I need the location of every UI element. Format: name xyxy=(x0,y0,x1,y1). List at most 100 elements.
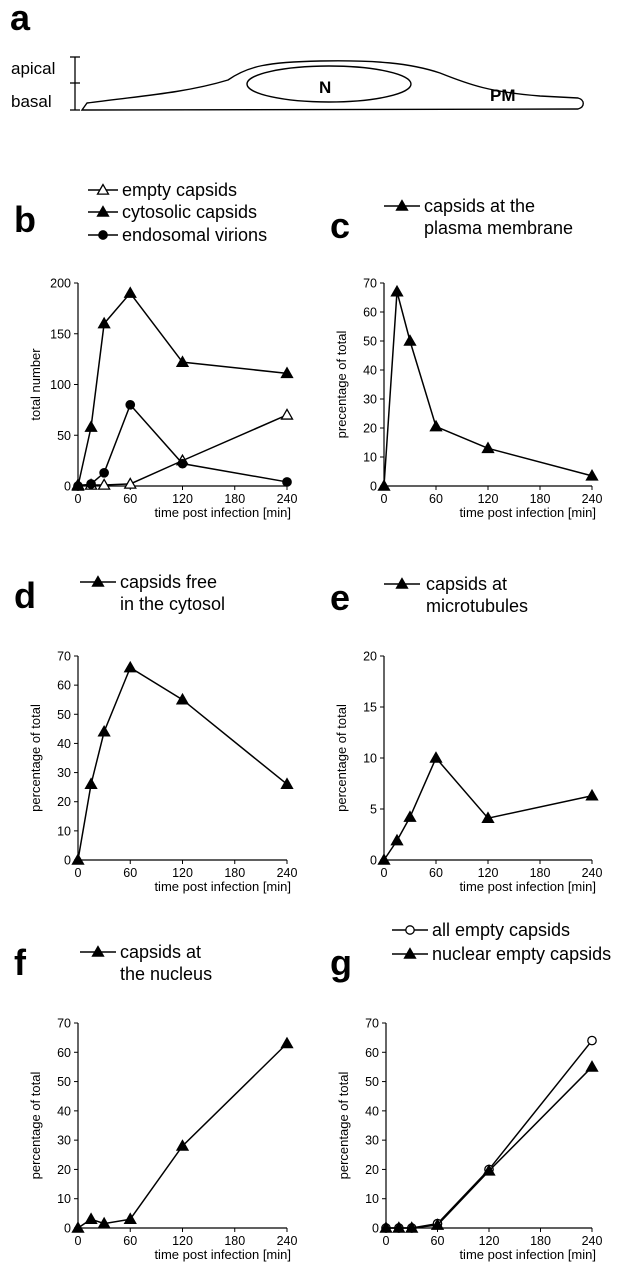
data-point xyxy=(97,478,111,490)
data-point xyxy=(392,1221,406,1233)
nucleus-outline xyxy=(246,65,412,103)
x-tick-label: 0 xyxy=(75,866,82,880)
y-tick-label: 15 xyxy=(363,701,377,715)
x-tick-label: 180 xyxy=(224,1234,245,1248)
y-tick-label: 60 xyxy=(57,679,71,693)
y-tick-label: 70 xyxy=(365,1017,379,1031)
plasma-membrane-label: PM xyxy=(490,86,516,105)
series-line-0 xyxy=(386,1040,593,1229)
legend-label: all empty capsids xyxy=(432,920,570,940)
cell-outline xyxy=(80,60,584,111)
data-point xyxy=(280,777,294,790)
legend-marker-2 xyxy=(98,230,108,240)
legend-marker-0 xyxy=(91,945,105,957)
x-tick-label: 0 xyxy=(75,1234,82,1248)
data-point xyxy=(585,469,599,481)
series-line-0 xyxy=(78,414,288,486)
data-point xyxy=(175,1139,190,1151)
x-tick-label: 180 xyxy=(224,866,245,880)
data-point xyxy=(84,1212,98,1224)
y-tick-label: 150 xyxy=(50,327,71,341)
y-tick-label: 0 xyxy=(370,480,377,494)
x-tick-label: 180 xyxy=(224,492,245,506)
legend-marker-0 xyxy=(395,577,409,589)
y-tick-label: 10 xyxy=(57,1192,71,1206)
legend-marker-0 xyxy=(91,575,105,587)
x-tick-label: 120 xyxy=(478,492,499,506)
series-line-0 xyxy=(77,1042,288,1229)
data-point xyxy=(282,477,292,487)
x-tick-label: 120 xyxy=(172,492,193,506)
data-point xyxy=(390,284,404,297)
y-tick-label: 0 xyxy=(64,480,71,494)
data-point xyxy=(177,458,188,469)
legend-label: capsids at xyxy=(120,942,201,962)
data-point xyxy=(585,1060,599,1072)
data-point xyxy=(280,1036,294,1049)
data-point xyxy=(587,1035,597,1046)
x-tick-label: 180 xyxy=(530,1234,551,1248)
data-point xyxy=(482,1164,496,1176)
data-point xyxy=(84,777,98,790)
y-tick-label: 20 xyxy=(363,650,377,664)
y-tick-label: 10 xyxy=(57,824,71,838)
legend-label: plasma membrane xyxy=(424,218,573,238)
y-tick-label: 50 xyxy=(365,1075,379,1089)
x-tick-label: 180 xyxy=(530,492,551,506)
y-tick-label: 40 xyxy=(365,1104,379,1118)
y-tick-label: 0 xyxy=(370,854,377,868)
y-tick-label: 5 xyxy=(370,803,377,817)
legend-label: empty capsids xyxy=(122,180,237,200)
data-point xyxy=(379,1221,393,1233)
data-point xyxy=(123,477,137,489)
series-line-0 xyxy=(77,666,288,861)
y-tick-label: 50 xyxy=(363,335,377,349)
x-tick-label: 0 xyxy=(381,866,388,880)
x-tick-label: 120 xyxy=(172,1234,193,1248)
x-tick-label: 60 xyxy=(123,492,137,506)
x-tick-label: 0 xyxy=(383,1234,390,1248)
x-tick-label: 240 xyxy=(582,492,603,506)
y-tick-label: 20 xyxy=(57,795,71,809)
x-tick-label: 240 xyxy=(582,866,603,880)
data-point xyxy=(403,334,417,346)
legend-marker-0 xyxy=(405,925,415,935)
x-tick-label: 180 xyxy=(530,866,551,880)
y-tick-label: 60 xyxy=(363,306,377,320)
data-point xyxy=(175,692,190,705)
apical-basal-bracket xyxy=(70,56,80,111)
data-point xyxy=(84,420,98,432)
legend-marker-0 xyxy=(96,183,110,195)
y-axis-title: percentage of total xyxy=(28,1072,43,1180)
x-axis-title: time post infection [min] xyxy=(459,1247,596,1262)
y-tick-label: 30 xyxy=(57,1134,71,1148)
y-tick-label: 50 xyxy=(57,429,71,443)
y-tick-label: 0 xyxy=(64,1222,71,1236)
y-tick-label: 50 xyxy=(57,1075,71,1089)
data-point xyxy=(377,479,391,491)
y-tick-label: 60 xyxy=(57,1046,71,1060)
data-point xyxy=(123,1212,137,1224)
x-tick-label: 120 xyxy=(479,1234,500,1248)
legend-label: capsids at xyxy=(426,574,507,594)
data-point xyxy=(97,724,111,737)
nucleus-label: N xyxy=(319,78,331,97)
y-axis-title: percentage of total xyxy=(334,704,349,812)
data-point xyxy=(390,833,404,846)
y-tick-label: 30 xyxy=(57,766,71,780)
y-tick-label: 20 xyxy=(365,1163,379,1177)
panel-letter-e: e xyxy=(330,577,350,618)
data-point xyxy=(97,316,111,329)
basal-label: basal xyxy=(11,92,52,111)
data-point xyxy=(125,399,136,410)
y-axis-title: total number xyxy=(28,348,43,421)
data-point xyxy=(71,1221,85,1233)
y-tick-label: 40 xyxy=(363,364,377,378)
data-point xyxy=(481,441,495,454)
legend-label: the nucleus xyxy=(120,964,212,984)
x-axis-title: time post infection [min] xyxy=(154,879,291,894)
